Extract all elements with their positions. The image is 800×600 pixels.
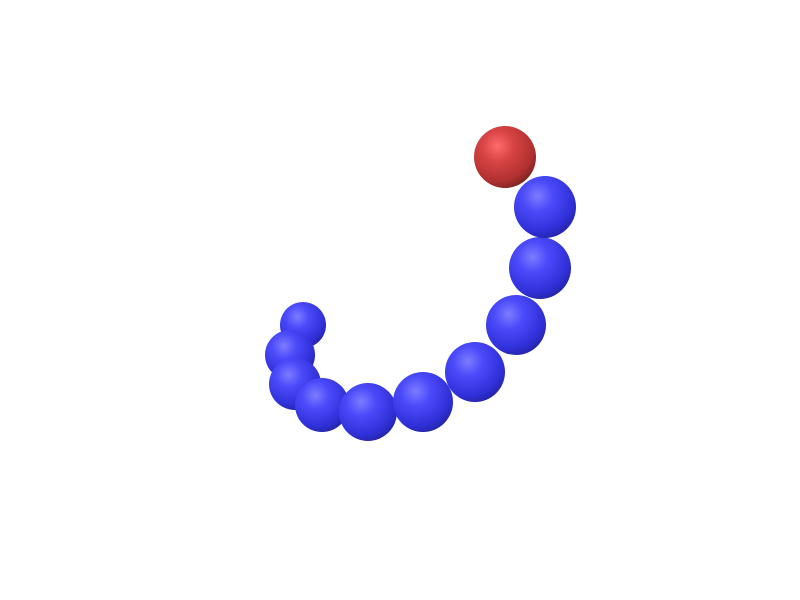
blue-sphere-5 (393, 372, 453, 432)
blue-sphere-4 (445, 342, 505, 402)
blue-sphere-7 (295, 378, 349, 432)
blue-sphere-2 (509, 237, 571, 299)
blue-sphere-3 (486, 295, 546, 355)
sphere-layer (265, 126, 576, 441)
blue-sphere-1 (514, 176, 576, 238)
red-sphere (474, 126, 536, 188)
blue-sphere-6 (339, 383, 397, 441)
